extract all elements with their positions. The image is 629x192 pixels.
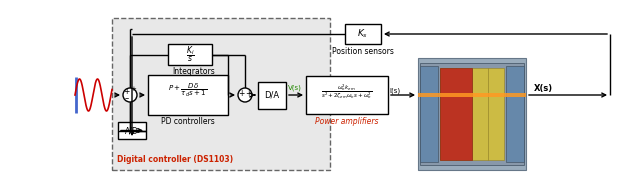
Text: +: + bbox=[238, 89, 244, 98]
Text: +: + bbox=[130, 86, 136, 92]
Text: X(s): X(s) bbox=[534, 84, 553, 93]
Bar bbox=[148, 75, 228, 115]
Bar bbox=[418, 93, 526, 97]
Circle shape bbox=[238, 88, 252, 102]
Bar bbox=[118, 122, 146, 139]
Text: Digital controller (DS1103): Digital controller (DS1103) bbox=[117, 155, 233, 164]
Text: $K_s$: $K_s$ bbox=[357, 28, 369, 40]
Bar bbox=[112, 18, 330, 170]
Text: $P+\dfrac{D\delta}{\tau_d s+1}$: $P+\dfrac{D\delta}{\tau_d s+1}$ bbox=[169, 82, 208, 99]
Text: I(s): I(s) bbox=[389, 87, 400, 94]
Bar bbox=[420, 66, 438, 162]
Bar bbox=[168, 44, 212, 65]
Bar bbox=[418, 58, 526, 170]
Bar bbox=[506, 66, 524, 162]
Text: $\dfrac{\omega_n^2 k_{em}}{s^2+2\zeta_{em}\omega_n s+\omega_n^2}$: $\dfrac{\omega_n^2 k_{em}}{s^2+2\zeta_{e… bbox=[321, 82, 373, 101]
Text: +: + bbox=[245, 89, 251, 98]
Text: +: + bbox=[123, 88, 129, 97]
Text: –: – bbox=[125, 94, 129, 103]
Bar bbox=[306, 76, 388, 114]
Bar bbox=[258, 82, 286, 109]
Text: PD controllers: PD controllers bbox=[161, 118, 215, 127]
Bar bbox=[440, 68, 472, 160]
Text: $\dfrac{K_i}{s}$: $\dfrac{K_i}{s}$ bbox=[186, 45, 194, 65]
Circle shape bbox=[123, 88, 137, 102]
Bar bbox=[345, 24, 381, 44]
Text: A/D: A/D bbox=[125, 126, 139, 135]
Bar bbox=[420, 63, 524, 165]
Text: D/A: D/A bbox=[264, 91, 279, 100]
Text: Power amplifiers: Power amplifiers bbox=[315, 117, 379, 126]
Text: Position sensors: Position sensors bbox=[332, 46, 394, 55]
Bar bbox=[440, 68, 504, 160]
Text: V(s): V(s) bbox=[288, 84, 302, 91]
Text: Integrators: Integrators bbox=[172, 66, 215, 75]
